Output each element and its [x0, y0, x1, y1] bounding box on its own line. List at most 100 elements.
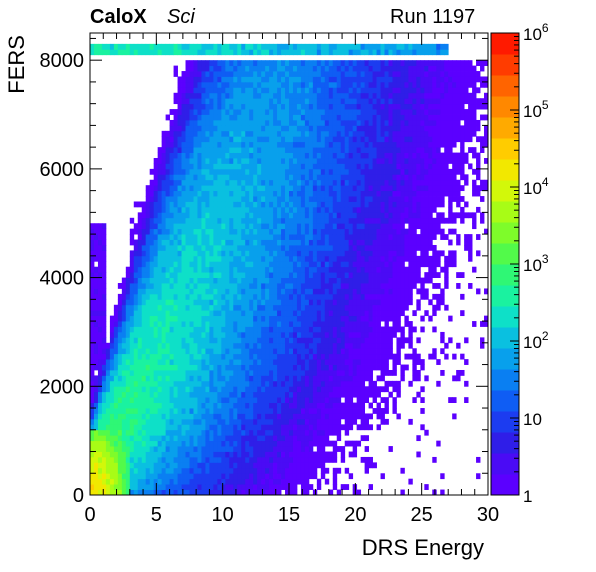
heatmap-cell	[162, 278, 166, 284]
heatmap-cell	[265, 169, 269, 175]
heatmap-cell	[365, 446, 369, 452]
heatmap-cell	[317, 245, 321, 251]
heatmap-cell	[269, 419, 273, 425]
heatmap-cell	[146, 283, 150, 289]
heatmap-cell	[249, 142, 253, 148]
heatmap-cell	[321, 337, 325, 343]
heatmap-cell	[301, 321, 305, 327]
heatmap-cell	[221, 316, 225, 322]
heatmap-cell	[225, 223, 229, 229]
heatmap-cell	[321, 87, 325, 93]
heatmap-cell	[333, 76, 337, 82]
heatmap-cell	[309, 327, 313, 333]
heatmap-cell	[90, 348, 94, 354]
heatmap-cell	[245, 381, 249, 387]
heatmap-cell	[241, 158, 245, 164]
heatmap-cell	[182, 261, 186, 267]
heatmap-cell	[190, 136, 194, 142]
heatmap-cell	[197, 413, 201, 419]
heatmap-cell	[213, 452, 217, 458]
heatmap-cell	[353, 234, 357, 240]
heatmap-cell	[190, 316, 194, 322]
heatmap-cell	[237, 337, 241, 343]
heatmap-cell	[205, 163, 209, 169]
heatmap-cell	[166, 115, 170, 121]
heatmap-cell	[301, 370, 305, 376]
heatmap-cell	[217, 375, 221, 381]
heatmap-cell	[134, 283, 138, 289]
heatmap-cell	[190, 163, 194, 169]
heatmap-cell	[333, 419, 337, 425]
heatmap-cell	[134, 365, 138, 371]
heatmap-cell	[193, 142, 197, 148]
heatmap-cell	[146, 343, 150, 349]
heatmap-cell	[221, 98, 225, 104]
heatmap-cell	[154, 272, 158, 278]
heatmap-cell	[333, 131, 337, 137]
heatmap-cell	[225, 381, 229, 387]
heatmap-cell	[241, 115, 245, 121]
heatmap-cell	[273, 256, 277, 262]
heatmap-cell	[293, 305, 297, 311]
heatmap-cell	[162, 375, 166, 381]
heatmap-cell	[241, 256, 245, 262]
heatmap-cell	[201, 196, 205, 202]
heatmap-cell	[201, 424, 205, 430]
heatmap-cell	[122, 392, 126, 398]
heatmap-cell	[285, 212, 289, 218]
heatmap-cell	[237, 147, 241, 153]
heatmap-cell	[325, 452, 329, 458]
heatmap-cell	[297, 115, 301, 121]
heatmap-cell	[353, 332, 357, 338]
heatmap-cell	[90, 245, 94, 251]
heatmap-cell	[285, 419, 289, 425]
heatmap-cell	[277, 256, 281, 262]
heatmap-cell	[313, 452, 317, 458]
heatmap-cell	[289, 71, 293, 77]
heatmap-cell	[205, 468, 209, 474]
heatmap-cell	[225, 76, 229, 82]
heatmap-cell	[357, 234, 361, 240]
heatmap-cell	[205, 158, 209, 164]
heatmap-cell	[130, 294, 134, 300]
heatmap-cell	[357, 201, 361, 207]
heatmap-cell	[150, 191, 154, 197]
heatmap-cell	[249, 158, 253, 164]
heatmap-cell	[341, 375, 345, 381]
heatmap-cell	[313, 109, 317, 115]
heatmap-cell	[162, 430, 166, 436]
heatmap-cell	[353, 82, 357, 88]
heatmap-cell	[229, 104, 233, 110]
heatmap-cell	[138, 419, 142, 425]
heatmap-cell	[273, 163, 277, 169]
heatmap-cell	[166, 370, 170, 376]
heatmap-cell	[357, 272, 361, 278]
heatmap-cell	[166, 250, 170, 256]
heatmap-cell	[265, 212, 269, 218]
heatmap-cell	[178, 201, 182, 207]
heatmap-cell	[106, 419, 110, 425]
heatmap-cell	[174, 343, 178, 349]
heatmap-cell	[209, 125, 213, 131]
heatmap-cell	[317, 267, 321, 273]
heatmap-cell	[201, 430, 205, 436]
heatmap-cell	[142, 207, 146, 213]
heatmap-cell	[265, 234, 269, 240]
heatmap-cell	[321, 163, 325, 169]
heatmap-cell	[98, 375, 102, 381]
heatmap-cell	[94, 365, 98, 371]
heatmap-cell	[193, 158, 197, 164]
heatmap-cell	[357, 196, 361, 202]
heatmap-cell	[281, 441, 285, 447]
heatmap-cell	[317, 310, 321, 316]
heatmap-cell	[253, 71, 257, 77]
heatmap-cell	[361, 174, 365, 180]
heatmap-cell	[201, 294, 205, 300]
heatmap-cell	[257, 288, 261, 294]
heatmap-cell	[305, 147, 309, 153]
heatmap-cell	[273, 359, 277, 365]
heatmap-cell	[217, 147, 221, 153]
heatmap-cell	[186, 413, 190, 419]
heatmap-cell	[281, 71, 285, 77]
heatmap-cell	[98, 370, 102, 376]
